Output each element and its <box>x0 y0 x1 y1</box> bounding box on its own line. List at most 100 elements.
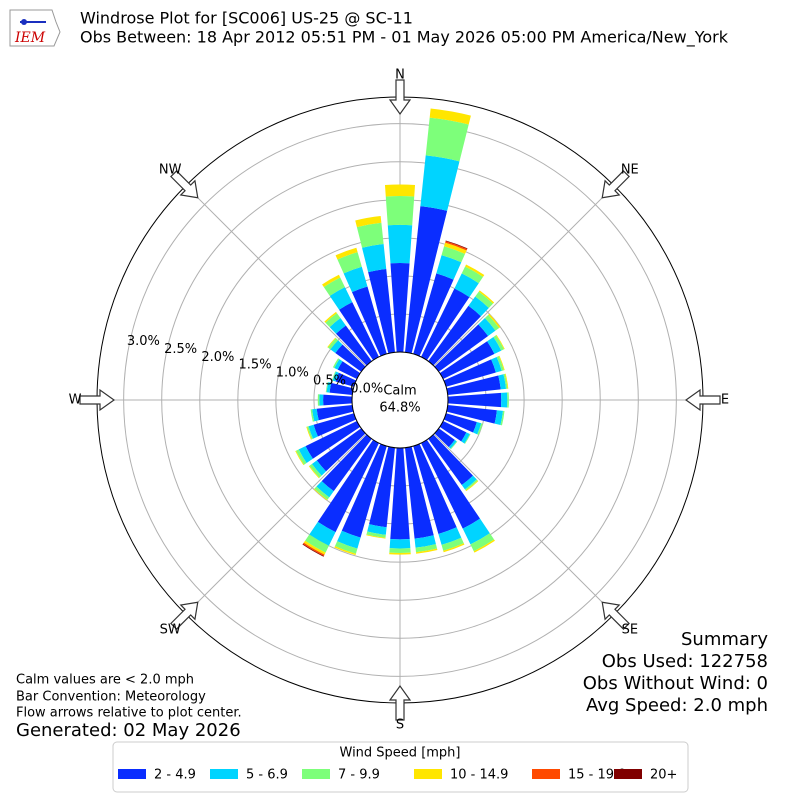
wind-bar-segment <box>323 394 353 406</box>
note: Flow arrows relative to plot center. <box>16 706 242 721</box>
wind-bar-segment <box>323 277 345 296</box>
wind-bar-segment <box>461 432 470 444</box>
flow-arrow <box>684 388 721 412</box>
wind-bar-segment <box>443 543 465 553</box>
wind-bar-segment <box>428 305 481 366</box>
summary-line: Summary <box>681 629 768 650</box>
logo-text: IEM <box>14 30 46 46</box>
wind-bar-segment <box>478 318 496 336</box>
wind-bar-segment <box>366 534 386 539</box>
wind-bar-segment <box>324 311 337 323</box>
note: Bar Convention: Meteorology <box>16 690 206 705</box>
wind-bar-segment <box>334 359 343 370</box>
wind-bar-segment <box>389 539 411 549</box>
wind-bar-segment <box>447 392 502 408</box>
flow-arrow <box>601 170 630 199</box>
wind-bar-segment <box>311 460 327 476</box>
legend-swatch <box>210 769 238 779</box>
wind-bar-segment <box>507 392 509 408</box>
wind-bar-segment <box>477 423 483 436</box>
wind-bar-segment <box>335 372 357 387</box>
wind-bar-segment <box>309 464 322 478</box>
wind-bar-segment <box>446 375 501 395</box>
wind-bar-segment <box>305 421 361 459</box>
wind-bar-segment <box>434 324 489 372</box>
r-tick-label: 0.5% <box>313 374 346 389</box>
wind-bar-segment <box>385 195 415 226</box>
wind-bar-segment <box>414 535 436 548</box>
wind-bar-segment <box>329 318 346 334</box>
wind-bar-segment <box>493 335 505 351</box>
legend-label: 5 - 6.9 <box>246 768 288 783</box>
wind-bar-segment <box>337 252 362 274</box>
wind-bar-segment <box>327 338 339 350</box>
wind-bar-segment <box>308 465 320 479</box>
r-tick-label: 1.0% <box>276 366 309 381</box>
radial-grid-line <box>433 185 615 367</box>
wind-bar-segment <box>421 439 481 529</box>
wind-bar-segment <box>488 313 501 328</box>
wind-bar-segment <box>500 410 505 426</box>
calm-value: 64.8% <box>379 401 420 416</box>
wind-bar-segment <box>425 117 469 162</box>
wind-bar-segment <box>334 546 356 556</box>
wind-bar-segment <box>366 531 386 538</box>
wind-bar-segment <box>316 405 354 421</box>
wind-bar-segment <box>494 410 503 426</box>
wind-bar-segment <box>475 291 494 308</box>
wind-bar-segment <box>434 428 455 448</box>
wind-bar-segment <box>498 374 507 390</box>
wind-bar-segment <box>355 215 382 228</box>
r-tick-label: 1.5% <box>239 358 272 373</box>
wind-bar-segment <box>443 413 477 433</box>
wind-bar-segment <box>415 548 438 554</box>
wind-bar-segment <box>341 443 387 538</box>
wind-bar-segment <box>337 530 361 549</box>
summary-line: Obs Used: 122758 <box>602 651 768 672</box>
wind-bar-segment <box>444 242 467 254</box>
flow-arrow <box>601 601 630 630</box>
wind-bar-segment <box>335 325 372 366</box>
generated: Generated: 02 May 2026 <box>16 720 241 741</box>
wind-bar-segment <box>295 449 307 465</box>
wind-bar-segment <box>314 486 330 500</box>
wind-bar-segment <box>329 382 354 395</box>
wind-bar-segment <box>436 255 462 280</box>
wind-bar-segment <box>310 409 315 422</box>
wind-bar-segment <box>420 155 460 211</box>
wind-bar-segment <box>498 355 505 371</box>
wind-bar-segment <box>448 439 457 449</box>
flow-arrow <box>79 388 116 412</box>
wind-bar-segment <box>330 340 343 353</box>
wind-bar-segment <box>462 518 490 545</box>
wind-bar-segment <box>405 206 448 354</box>
rose: Calm 64.8% 0.0% 0.5% 1.0% 1.5% 2.0% 2.5% 3.0% N NE… <box>69 68 730 733</box>
wind-bar-segment <box>484 314 500 331</box>
wind-bar-segment <box>298 446 313 464</box>
wind-bar-segment <box>302 542 325 557</box>
wind-bar-segment <box>443 359 496 387</box>
summary-line: Obs Without Wind: 0 <box>583 673 768 694</box>
flow-arrow <box>388 684 412 721</box>
wind-bar-segment <box>491 356 502 373</box>
flow-arrow <box>170 601 199 630</box>
wind-bar-segment <box>322 274 341 288</box>
wind-bar-segment <box>367 524 387 535</box>
wind-bar-segment <box>302 543 324 557</box>
compass-label: NE <box>621 163 639 178</box>
wind-bar-segment <box>387 224 413 264</box>
wind-bar-segment <box>389 548 411 554</box>
wind-bar-segment <box>501 392 508 408</box>
calm-label: Calm <box>383 384 416 399</box>
wind-bar-segment <box>356 222 384 248</box>
legend-swatch <box>414 769 442 779</box>
wind-bar-segment <box>413 273 454 357</box>
calm-circle <box>351 351 449 449</box>
wind-bar-segment <box>454 273 479 298</box>
legend-label: 7 - 9.9 <box>338 768 380 783</box>
wind-bar-segment <box>390 262 410 353</box>
wind-bar-segment <box>413 443 457 534</box>
legend-swatch <box>532 769 560 779</box>
flow-arrow <box>388 79 412 116</box>
